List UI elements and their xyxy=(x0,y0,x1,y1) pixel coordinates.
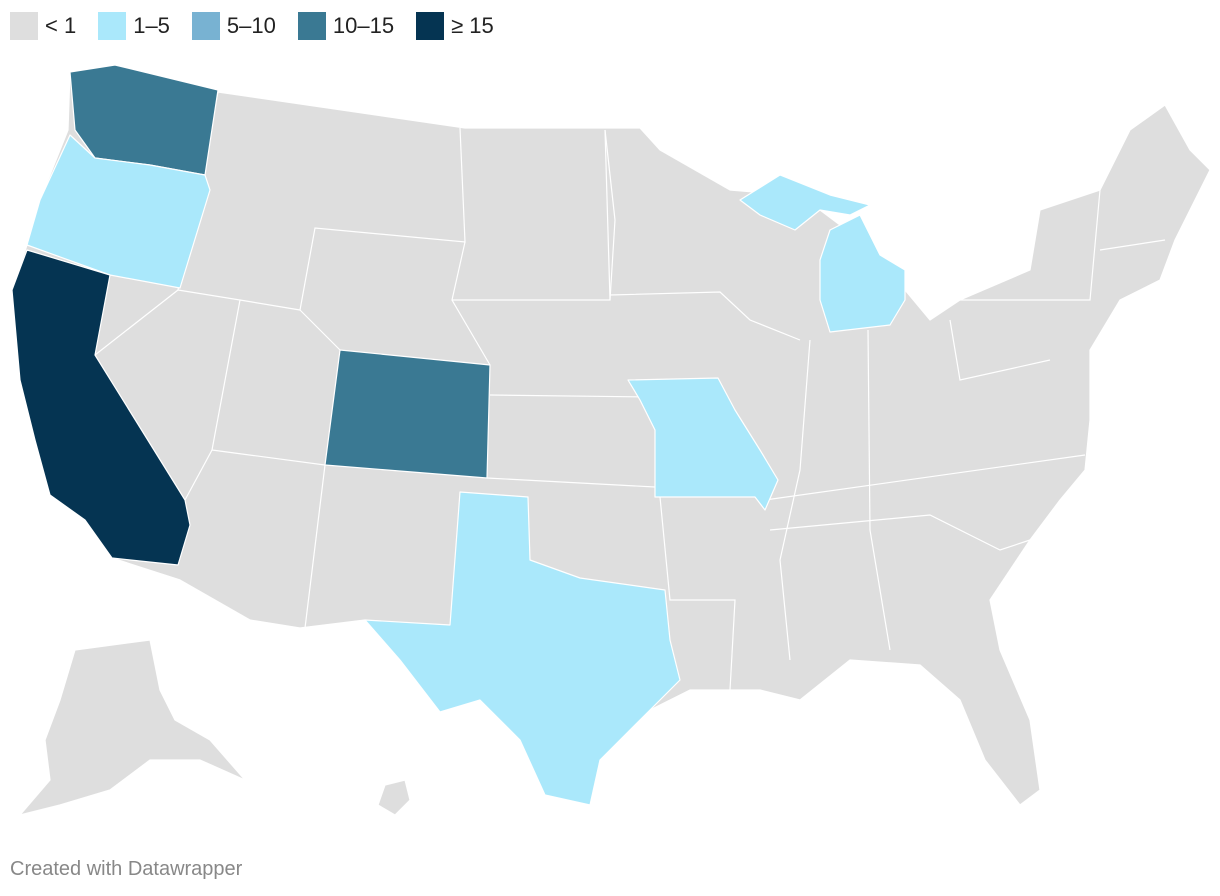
border xyxy=(960,189,1101,301)
missouri xyxy=(627,377,779,511)
border xyxy=(239,127,466,311)
legend-swatch xyxy=(98,12,127,40)
border xyxy=(177,289,241,501)
border xyxy=(779,339,811,661)
oregon xyxy=(26,134,211,289)
border xyxy=(609,291,801,341)
alaska xyxy=(19,639,246,816)
border xyxy=(486,477,656,488)
legend-label: 1–5 xyxy=(133,13,170,38)
footer: Created with Datawrapper xyxy=(10,858,243,880)
border xyxy=(769,514,1031,551)
border xyxy=(604,129,616,301)
michigan-lower xyxy=(819,214,906,333)
michigan-upper xyxy=(739,174,871,231)
legend-label: < 1 xyxy=(45,13,77,38)
legend-item: 10–15 xyxy=(297,12,395,40)
hawaii xyxy=(377,779,411,816)
legend-swatch xyxy=(191,12,220,40)
legend-label: ≥ 15 xyxy=(451,13,494,38)
legend-item: 5–10 xyxy=(191,12,276,40)
state-borders xyxy=(94,91,1166,691)
border xyxy=(867,329,891,651)
legend-swatch xyxy=(10,12,38,40)
legend-swatch xyxy=(297,12,326,40)
legend-label: 10–15 xyxy=(332,13,395,38)
legend-item: ≥ 15 xyxy=(416,12,494,40)
border xyxy=(949,319,1051,381)
california xyxy=(11,249,191,566)
border xyxy=(299,309,341,351)
legend-item: 1–5 xyxy=(98,12,170,40)
legend-label: 5–10 xyxy=(226,13,276,38)
legend-item: < 1 xyxy=(10,12,76,40)
legend: < 1 1–5 5–10 10–15 ≥ 15 xyxy=(10,12,494,40)
border xyxy=(489,394,651,398)
border xyxy=(1099,239,1166,251)
texas xyxy=(364,491,681,806)
lower-48 xyxy=(11,71,1211,806)
states xyxy=(11,64,1211,816)
colorado xyxy=(324,349,491,479)
border xyxy=(764,454,1086,501)
legend-swatch xyxy=(416,12,445,40)
border xyxy=(659,496,736,691)
